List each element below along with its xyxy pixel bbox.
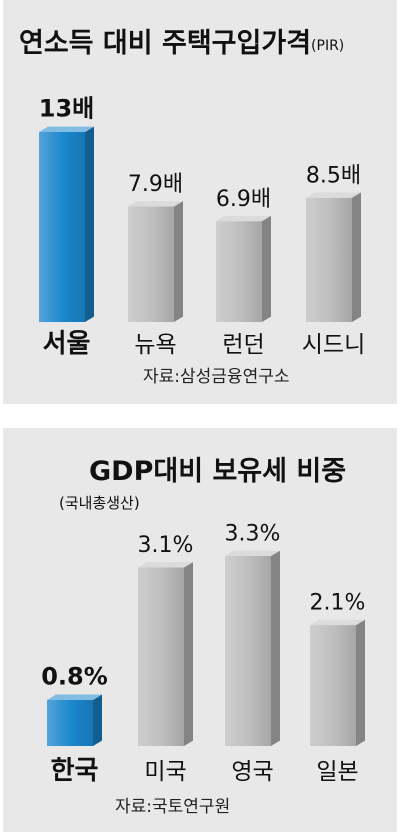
bar-미국 [138, 562, 193, 746]
bar-front-3 [310, 625, 356, 746]
bar-top-2 [225, 550, 280, 556]
chart-source: 자료:국토연구원 [115, 797, 230, 817]
category-label: 영국 [231, 759, 273, 785]
bar-side-2 [262, 215, 271, 322]
bar-side-0 [85, 126, 94, 322]
bar-일본 [310, 619, 365, 746]
category-label: 서울 [43, 329, 91, 359]
property-tax-chart-panel: GDP대비 보유세 비중 (국내총생산) 0.8% 한국 3.1% 미국 3.3% 영국 2… [3, 428, 397, 832]
bar-영국 [225, 550, 280, 746]
bar-front-1 [128, 206, 174, 322]
chart-source: 자료:삼성금융연구소 [143, 367, 290, 387]
bar-front-0 [39, 132, 85, 322]
bar-front-0 [47, 699, 93, 746]
value-label: 0.8% [41, 663, 108, 691]
bar-side-1 [184, 562, 193, 746]
bar-side-1 [174, 201, 183, 322]
value-label: 6.9배 [216, 187, 271, 212]
bar-front-2 [225, 556, 271, 746]
bar-front-2 [216, 221, 262, 322]
chart-subtitle: (국내총생산) [59, 494, 140, 512]
bar-front-1 [138, 567, 184, 746]
bar-top-1 [138, 562, 193, 568]
bar-뉴욕 [128, 201, 183, 322]
bar-side-0 [93, 694, 102, 746]
value-label: 13배 [39, 95, 94, 123]
bar-side-3 [356, 619, 365, 746]
bar-top-0 [39, 126, 94, 132]
chart-title-suffix: (PIR) [311, 38, 344, 54]
category-label: 시드니 [302, 332, 365, 358]
category-label: 미국 [144, 759, 186, 785]
bar-top-2 [216, 215, 271, 222]
bar-런던 [216, 215, 271, 322]
bar-서울 [39, 126, 94, 322]
bar-top-3 [310, 619, 365, 626]
value-label: 8.5배 [306, 163, 361, 188]
chart-title-main: 연소득 대비 주택구입가격 [19, 28, 311, 59]
bar-top-1 [128, 201, 183, 207]
bar-side-2 [271, 550, 280, 746]
bar-top-0 [47, 694, 102, 700]
chart-title: GDP대비 보유세 비중 [89, 456, 346, 487]
bar-front-3 [306, 197, 352, 322]
bar-side-3 [352, 192, 361, 322]
category-label: 뉴욕 [134, 332, 176, 358]
bar-시드니 [306, 192, 361, 322]
category-label: 런던 [222, 332, 264, 358]
value-label: 3.1% [138, 533, 194, 558]
value-label: 3.3% [225, 522, 281, 547]
bar-한국 [47, 694, 102, 746]
property-tax-chart: GDP대비 보유세 비중 (국내총생산) 0.8% 한국 3.1% 미국 3.3% 영국 2… [41, 456, 366, 817]
bar-top-3 [306, 192, 361, 198]
value-label: 2.1% [310, 591, 366, 616]
value-label: 7.9배 [128, 172, 183, 197]
chart-title: 연소득 대비 주택구입가격(PIR) [19, 28, 344, 59]
category-label: 일본 [316, 759, 358, 785]
category-label: 한국 [51, 756, 99, 786]
